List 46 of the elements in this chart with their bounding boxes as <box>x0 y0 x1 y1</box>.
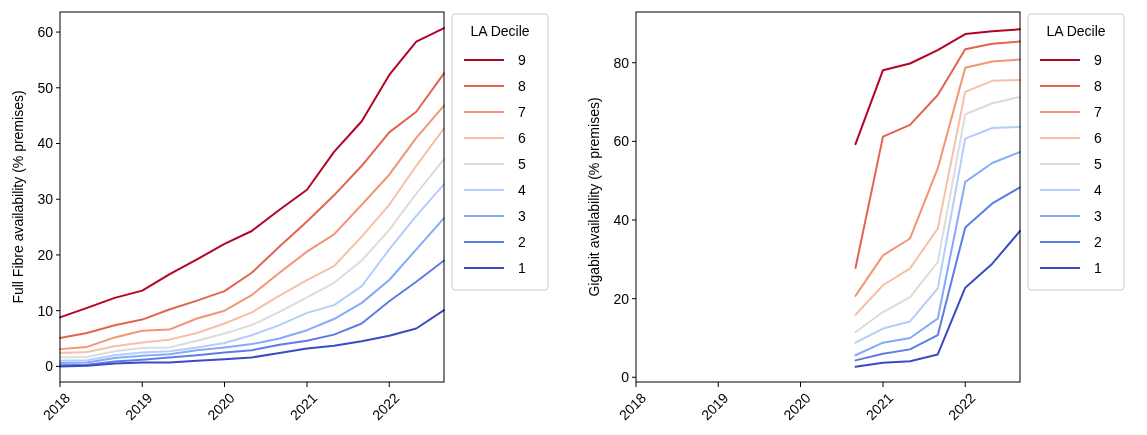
legend-label: 6 <box>1094 129 1102 146</box>
legend-label: 1 <box>1094 259 1102 276</box>
legend-label: 8 <box>518 77 526 94</box>
y-tick-label: 10 <box>37 302 54 319</box>
line-series <box>59 72 445 339</box>
line-series <box>854 150 1021 357</box>
y-tick-label: 60 <box>613 133 630 150</box>
legend-label: 3 <box>1094 207 1102 224</box>
y-tick-label: 40 <box>37 135 54 152</box>
y-tick-label: 20 <box>37 246 54 263</box>
legend-label: 4 <box>518 181 526 198</box>
legend-label: 2 <box>518 233 526 250</box>
y-axis-title: Gigabit availability (% premises) <box>585 97 602 297</box>
line-series <box>59 217 445 365</box>
legend-label: 4 <box>1094 181 1102 198</box>
line-series <box>59 309 445 368</box>
y-tick-label: 0 <box>621 369 630 386</box>
legend-label: 3 <box>518 207 526 224</box>
legend-label: 1 <box>518 259 526 276</box>
legend-label: 7 <box>1094 103 1102 120</box>
line-series <box>59 259 445 367</box>
legend-label: 6 <box>518 129 526 146</box>
y-tick-label: 30 <box>37 191 54 208</box>
line-series <box>854 125 1021 344</box>
y-axis-title: Full Fibre availability (% premises) <box>9 90 26 304</box>
line-series <box>59 27 445 319</box>
y-tick-label: 80 <box>613 54 630 71</box>
legend-label: 5 <box>1094 155 1102 172</box>
line-series <box>854 186 1021 362</box>
y-tick-label: 0 <box>45 358 54 375</box>
line-series <box>854 40 1021 269</box>
legend-label: 9 <box>1094 51 1102 68</box>
line-series <box>854 230 1021 368</box>
y-tick-label: 40 <box>613 211 630 228</box>
legend-label: 8 <box>1094 77 1102 94</box>
line-series <box>854 28 1021 146</box>
legend-label: 2 <box>1094 233 1102 250</box>
y-tick-label: 20 <box>613 290 630 307</box>
line-series <box>854 58 1021 297</box>
y-tick-label: 60 <box>37 23 54 40</box>
y-tick-label: 50 <box>37 79 54 96</box>
legend-label: 7 <box>518 103 526 120</box>
legend-label: 5 <box>518 155 526 172</box>
legend-title: LA Decile <box>470 23 530 39</box>
legend-label: 9 <box>518 51 526 68</box>
legend-title: LA Decile <box>1046 23 1106 39</box>
